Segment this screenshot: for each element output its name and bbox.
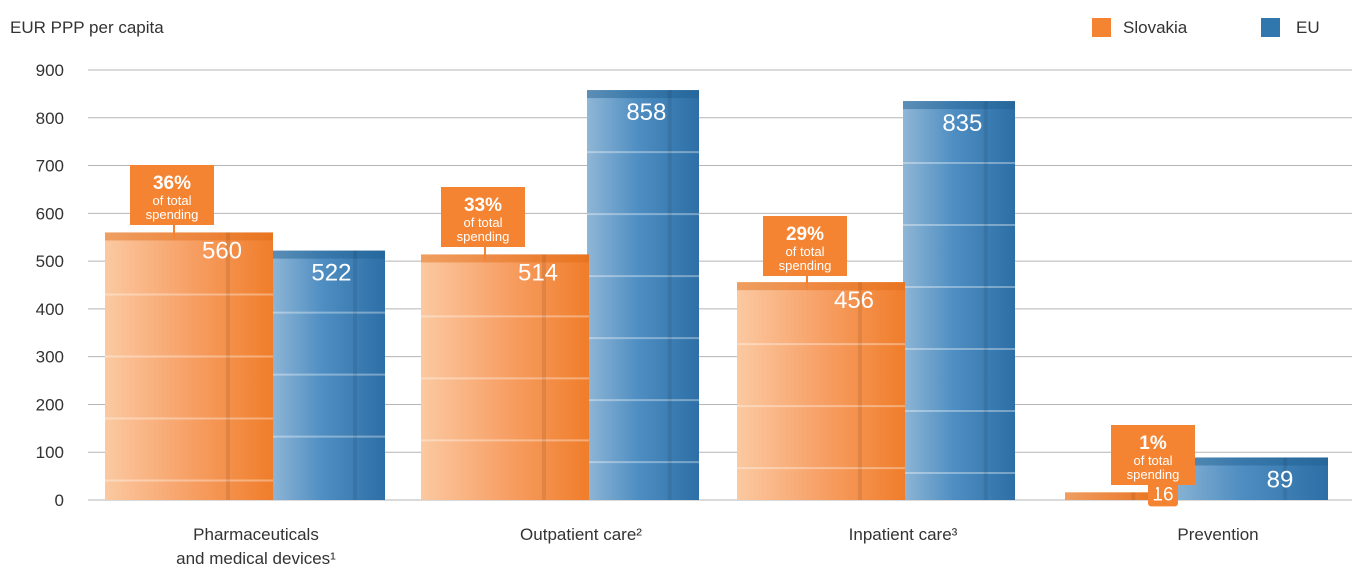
y-tick-label: 0 [55, 491, 64, 510]
share-text-line1: of total [785, 244, 824, 259]
legend-label-slovakia: Slovakia [1123, 18, 1188, 37]
bar-slovakia-2-shade [857, 282, 862, 500]
bar-slovakia-3-shade [1131, 492, 1136, 500]
bar-eu-3-top-edge [1168, 457, 1328, 466]
bar-eu-1-top-edge [587, 90, 699, 99]
share-text-line1: of total [1133, 453, 1172, 468]
share-text-line2: spending [146, 207, 199, 222]
bar-eu-2-shade [983, 101, 988, 501]
bar-slovakia-1-shade [541, 254, 546, 500]
bar-eu-2-body [903, 101, 1015, 501]
bar-eu-2-top-edge [903, 101, 1015, 110]
bar-slovakia-3-top-edge [1065, 492, 1157, 500]
share-text-line2: spending [457, 229, 510, 244]
y-tick-label: 500 [36, 252, 64, 271]
bar-eu-3-shade [1283, 457, 1288, 500]
bar-slovakia-1 [421, 254, 589, 500]
category-label-3: Prevention [1177, 525, 1258, 544]
share-flag-box [763, 216, 847, 276]
bar-slovakia-2-top-edge [737, 282, 905, 291]
share-percent: 1% [1139, 433, 1167, 454]
bar-eu-1-body [587, 90, 699, 501]
share-flag-box [1111, 425, 1195, 485]
category-label-0: and medical devices¹ [176, 549, 336, 568]
y-tick-label: 700 [36, 157, 64, 176]
value-label-eu-0: 522 [311, 260, 351, 287]
legend-label-eu: EU [1296, 18, 1320, 37]
share-percent: 33% [464, 195, 502, 216]
y-tick-label: 200 [36, 395, 64, 414]
value-label-slovakia-1: 514 [518, 259, 558, 286]
share-percent: 29% [786, 224, 824, 245]
share-text-line2: spending [1127, 467, 1180, 482]
bar-eu-0-top-edge [271, 250, 385, 259]
bar-slovakia-1-body [421, 254, 589, 500]
y-tick-label: 800 [36, 109, 64, 128]
category-label-2: Inpatient care³ [849, 525, 958, 544]
y-tick-label: 600 [36, 204, 64, 223]
value-label-slovakia-2: 456 [834, 287, 874, 314]
bar-eu-1-shade [667, 90, 672, 501]
bar-eu-0-body [271, 250, 385, 500]
value-label-eu-3: 89 [1267, 466, 1294, 493]
share-text-line1: of total [463, 215, 502, 230]
bar-slovakia-2 [737, 282, 905, 500]
bar-slovakia-3 [1065, 492, 1157, 500]
bar-slovakia-2-body [737, 282, 905, 500]
y-axis-label: EUR PPP per capita [10, 18, 164, 37]
category-label-1: Outpatient care² [520, 525, 642, 544]
legend-swatch-eu [1261, 18, 1280, 37]
bar-slovakia-1-top-edge [421, 254, 589, 263]
share-text-line1: of total [152, 193, 191, 208]
value-label-slovakia-3: 16 [1152, 484, 1173, 505]
y-tick-label: 900 [36, 61, 64, 80]
y-tick-label: 400 [36, 300, 64, 319]
legend-swatch-slovakia [1092, 18, 1111, 37]
bar-eu-0 [271, 250, 385, 500]
bar-slovakia-0-body [105, 232, 273, 500]
category-label-0: Pharmaceuticals [193, 525, 319, 544]
bar-slovakia-0 [105, 232, 273, 500]
bar-eu-0-shade [353, 250, 358, 500]
share-flag-box [130, 165, 214, 225]
y-tick-label: 300 [36, 348, 64, 367]
bar-slovakia-0-shade [225, 232, 230, 500]
bar-slovakia-3-body [1065, 492, 1157, 500]
bar-eu-1 [587, 90, 699, 501]
value-label-eu-2: 835 [942, 110, 982, 137]
bar-eu-2 [903, 101, 1015, 501]
value-label-eu-1: 858 [626, 99, 666, 126]
share-percent: 36% [153, 173, 191, 194]
y-tick-label: 100 [36, 443, 64, 462]
share-text-line2: spending [779, 258, 832, 273]
share-flag-box [441, 187, 525, 247]
value-label-slovakia-0: 560 [202, 237, 242, 264]
bar-slovakia-0-top-edge [105, 232, 273, 241]
